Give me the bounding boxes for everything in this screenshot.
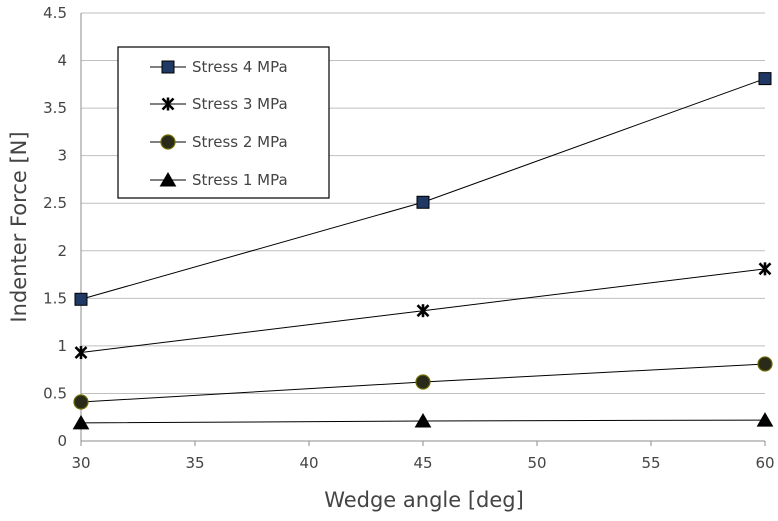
x-tick-label: 45	[413, 454, 432, 472]
y-axis-title: Indenter Force [N]	[7, 131, 31, 322]
y-tick-label: 3.5	[43, 99, 67, 117]
axes: 0 0.5 1 1.5 2 2.5 3 3.5 4 4.5 30 35 40 45 50 55 60	[43, 4, 774, 472]
legend-label: Stress 2 MPa	[192, 133, 288, 151]
legend-marker	[161, 97, 175, 111]
legend-label: Stress 1 MPa	[192, 171, 288, 189]
legend: Stress 4 MPa Stress 3 MPa Stress 2 MPa Stre…	[117, 46, 330, 199]
y-tick-label: 4.5	[43, 4, 67, 22]
data-point	[758, 262, 772, 276]
legend-box	[117, 46, 330, 199]
x-tick-label: 40	[299, 454, 318, 472]
data-point	[415, 374, 431, 390]
x-tick-label: 30	[71, 454, 90, 472]
data-series	[72, 72, 774, 430]
x-axis-title: Wedge angle [deg]	[324, 488, 524, 512]
legend-marker	[160, 134, 176, 150]
y-tick-label: 3	[57, 147, 67, 165]
data-point	[757, 356, 773, 372]
y-tick-label: 1.5	[43, 289, 67, 307]
y-tick-label: 0	[57, 432, 67, 450]
y-tick-label: 0.5	[43, 384, 67, 402]
legend-label: Stress 3 MPa	[192, 95, 288, 113]
data-point	[74, 292, 88, 306]
legend-marker	[161, 60, 175, 74]
y-tick-label: 1	[57, 337, 67, 355]
data-point	[73, 394, 89, 410]
data-point	[756, 412, 774, 427]
data-point	[414, 413, 432, 428]
legend-marker	[159, 171, 177, 187]
data-point	[74, 346, 88, 360]
y-tick-label: 4	[57, 52, 67, 70]
data-point	[72, 414, 90, 430]
x-tick-label: 35	[185, 454, 204, 472]
y-tick-label: 2	[57, 242, 67, 260]
x-tick-label: 50	[527, 454, 546, 472]
data-point	[416, 195, 430, 209]
x-tick-label: 60	[755, 454, 774, 472]
x-tick-label: 55	[641, 454, 660, 472]
data-point	[758, 72, 772, 86]
legend-label: Stress 4 MPa	[192, 58, 288, 76]
data-point	[416, 304, 430, 318]
y-tick-label: 2.5	[43, 194, 67, 212]
